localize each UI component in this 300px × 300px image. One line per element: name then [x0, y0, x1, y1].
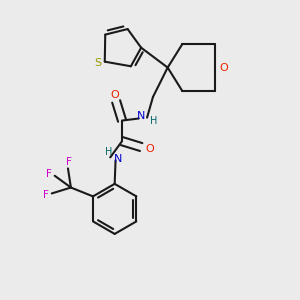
- Text: F: F: [67, 157, 72, 167]
- Text: S: S: [94, 58, 101, 68]
- Text: H: H: [150, 116, 157, 126]
- Text: O: O: [145, 143, 154, 154]
- Text: F: F: [43, 190, 49, 200]
- Text: O: O: [110, 90, 119, 100]
- Text: O: O: [220, 63, 229, 73]
- Text: N: N: [113, 154, 122, 164]
- Text: F: F: [46, 169, 52, 179]
- Text: N: N: [137, 111, 146, 121]
- Text: H: H: [105, 147, 112, 157]
